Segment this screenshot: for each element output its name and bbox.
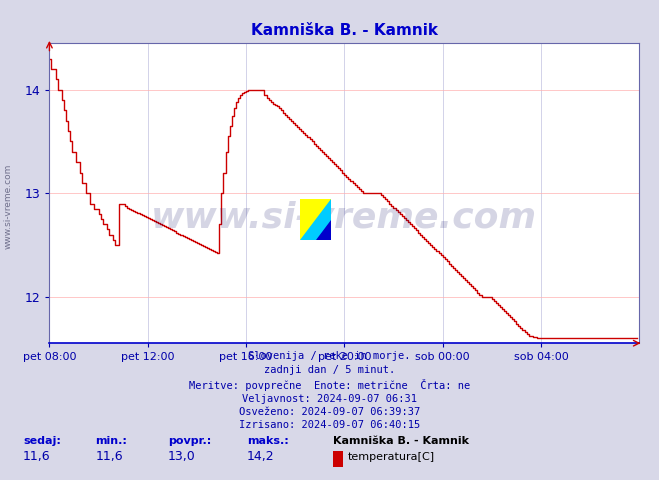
Text: maks.:: maks.: (247, 436, 289, 446)
Text: www.si-vreme.com: www.si-vreme.com (4, 164, 13, 249)
Text: www.si-vreme.com: www.si-vreme.com (152, 200, 537, 234)
Text: Slovenija / reke in morje.
zadnji dan / 5 minut.
Meritve: povprečne  Enote: metr: Slovenija / reke in morje. zadnji dan / … (189, 351, 470, 430)
Text: temperatura[C]: temperatura[C] (348, 452, 435, 462)
Text: sedaj:: sedaj: (23, 436, 61, 446)
Text: 13,0: 13,0 (168, 450, 196, 463)
Text: min.:: min.: (96, 436, 127, 446)
Text: povpr.:: povpr.: (168, 436, 212, 446)
Polygon shape (300, 199, 331, 240)
Title: Kamniška B. - Kamnik: Kamniška B. - Kamnik (251, 23, 438, 38)
Text: 11,6: 11,6 (96, 450, 123, 463)
Text: 14,2: 14,2 (247, 450, 275, 463)
Polygon shape (316, 220, 331, 240)
Text: Kamniška B. - Kamnik: Kamniška B. - Kamnik (333, 436, 469, 446)
Polygon shape (300, 199, 331, 240)
Text: 11,6: 11,6 (23, 450, 51, 463)
